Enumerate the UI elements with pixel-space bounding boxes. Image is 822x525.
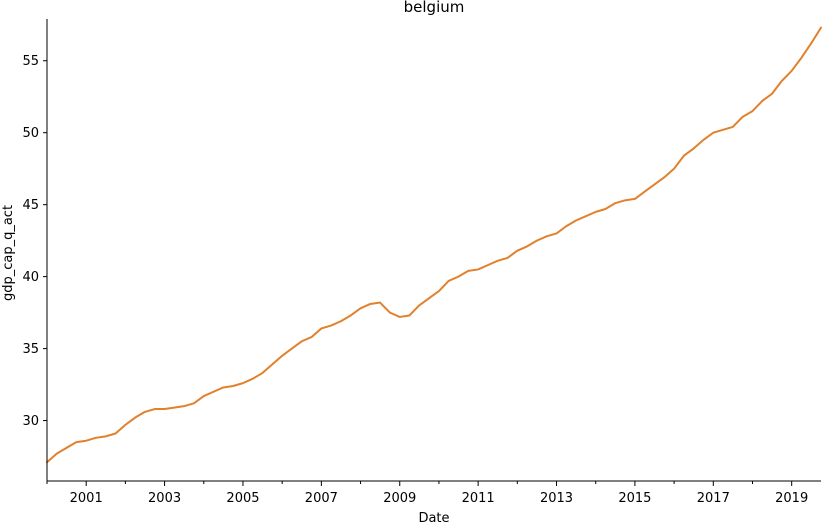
- y-tick-label: 35: [22, 342, 39, 357]
- x-tick-label: 2017: [697, 491, 730, 506]
- x-tick-label: 2001: [70, 491, 103, 506]
- x-tick-label: 2007: [305, 491, 338, 506]
- x-axis-label: Date: [418, 511, 449, 525]
- y-tick-label: 30: [22, 414, 39, 429]
- series-line-0: [46, 26, 822, 464]
- x-tick-label: 2019: [775, 491, 808, 506]
- x-tick-label: 2003: [148, 491, 181, 506]
- x-tick-label: 2005: [226, 491, 259, 506]
- y-axis-label: gdp_cap_q_act: [1, 205, 16, 301]
- chart-title: belgium: [404, 0, 465, 16]
- x-tick-label: 2015: [618, 491, 651, 506]
- y-tick-label: 50: [22, 126, 39, 141]
- x-tick-label: 2011: [462, 491, 495, 506]
- y-tick-label: 45: [22, 198, 39, 213]
- x-tick-label: 2009: [383, 491, 416, 506]
- y-tick-label: 40: [22, 270, 39, 285]
- y-tick-label: 55: [22, 54, 39, 69]
- x-tick-label: 2013: [540, 491, 573, 506]
- plot-area: 30 35 40 45 50 55 2001 2003 2005 2007 2009 2011 2013…: [22, 19, 822, 506]
